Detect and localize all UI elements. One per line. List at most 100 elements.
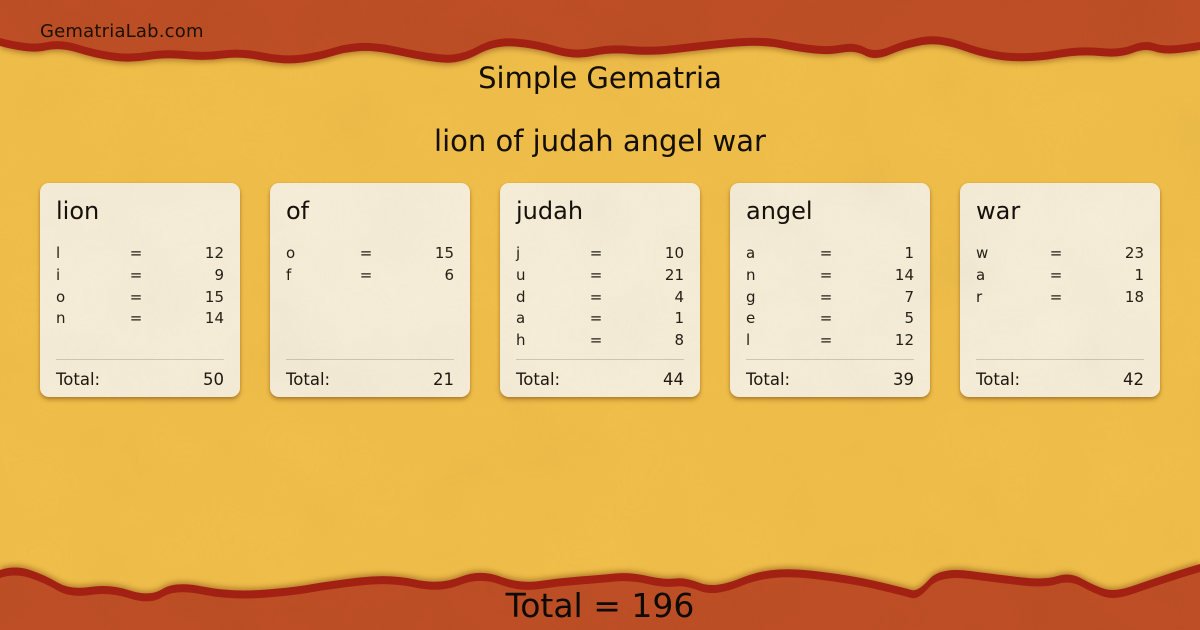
letter: i [56,265,61,284]
equals-sign: = [819,244,833,262]
letter-rows: o = 15 f = 6 [286,243,454,287]
total-row: Total: 44 [516,370,684,389]
letter-row: a = 1 [516,308,684,330]
card-divider [976,359,1144,360]
page-title: Simple Gematria [478,61,722,95]
letter-value: 9 [214,265,224,284]
letter-rows: a = 1 n = 14 g = 7 e = 5 l = 12 [746,243,914,352]
total-label: Total: [286,370,331,389]
total-row: Total: 21 [286,370,454,389]
letter: r [976,287,983,306]
letter-row: w = 23 [976,243,1144,265]
letter: w [976,244,989,262]
letter-row: r = 18 [976,287,1144,309]
card-divider [516,359,684,360]
equals-sign: = [819,265,833,284]
letter: g [746,287,756,306]
letter-row: o = 15 [286,243,454,265]
letter: u [516,265,526,284]
card-divider [56,359,224,360]
letter-value: 8 [674,331,684,350]
equals-sign: = [1049,287,1063,306]
letter: l [56,244,61,262]
letter-row: a = 1 [976,265,1144,287]
letter-row: g = 7 [746,287,914,309]
letter-value: 7 [904,287,914,306]
letter-value: 5 [904,309,914,328]
grand-total-text: Total = 196 [505,586,695,625]
total-label: Total: [746,370,791,389]
equals-sign: = [1049,265,1063,284]
letter-value: 10 [664,244,684,262]
total-value: 42 [1123,370,1144,389]
equals-sign: = [359,265,373,284]
total-row: Total: 39 [746,370,914,389]
letter-row: f = 6 [286,265,454,287]
card-word: angel [746,197,813,225]
letter-value: 12 [204,244,224,262]
letter: n [746,265,756,284]
equals-sign: = [129,244,143,262]
letter: l [746,331,751,350]
total-label: Total: [56,370,101,389]
total-label: Total: [516,370,561,389]
card-word: judah [516,197,584,225]
letter-value: 4 [674,287,684,306]
letter: a [976,265,986,284]
letter-row: l = 12 [746,330,914,352]
equals-sign: = [129,287,143,306]
brand-text: GematriaLab.com [40,21,204,42]
letter-row: e = 5 [746,308,914,330]
gematria-card-war: war w = 23 a = 1 r = 18 Total: 42 [960,183,1160,397]
letter-value: 14 [204,309,224,328]
gematria-card-judah: judah j = 10 u = 21 d = 4 a = 1 h = 8 To… [500,183,700,397]
letter-row: u = 21 [516,265,684,287]
equals-sign: = [589,309,603,328]
gematria-card-of: of o = 15 f = 6 Total: 21 [270,183,470,397]
letter-value: 6 [444,265,454,284]
letter-value: 15 [434,244,454,262]
equals-sign: = [819,287,833,306]
phrase-text: lion of judah angel war [434,124,766,158]
equals-sign: = [589,265,603,284]
card-word: war [976,197,1021,225]
letter: h [516,331,526,350]
equals-sign: = [589,244,603,262]
letter: o [56,287,66,306]
equals-sign: = [129,309,143,328]
total-row: Total: 42 [976,370,1144,389]
letter: a [746,244,756,262]
letter-row: l = 12 [56,243,224,265]
letter-rows: w = 23 a = 1 r = 18 [976,243,1144,308]
total-label: Total: [976,370,1021,389]
gematria-card-angel: angel a = 1 n = 14 g = 7 e = 5 l = 12 To… [730,183,930,397]
letter: e [746,309,756,328]
letter-value: 18 [1124,287,1144,306]
letter-row: i = 9 [56,265,224,287]
letter-row: o = 15 [56,287,224,309]
equals-sign: = [819,309,833,328]
letter-row: n = 14 [746,265,914,287]
letter-row: d = 4 [516,287,684,309]
letter-value: 1 [904,244,914,262]
equals-sign: = [589,287,603,306]
letter-value: 15 [204,287,224,306]
gematria-card-lion: lion l = 12 i = 9 o = 15 n = 14 Total: 5… [40,183,240,397]
card-divider [746,359,914,360]
card-divider [286,359,454,360]
equals-sign: = [129,265,143,284]
letter-rows: j = 10 u = 21 d = 4 a = 1 h = 8 [516,243,684,352]
letter-value: 14 [894,265,914,284]
letter: j [516,244,521,262]
total-value: 21 [433,370,454,389]
letter: o [286,244,296,262]
letter: a [516,309,526,328]
equals-sign: = [819,331,833,350]
letter: d [516,287,526,306]
total-value: 50 [203,370,224,389]
equals-sign: = [359,244,373,262]
letter-rows: l = 12 i = 9 o = 15 n = 14 [56,243,224,330]
equals-sign: = [589,331,603,350]
letter-value: 12 [894,331,914,350]
